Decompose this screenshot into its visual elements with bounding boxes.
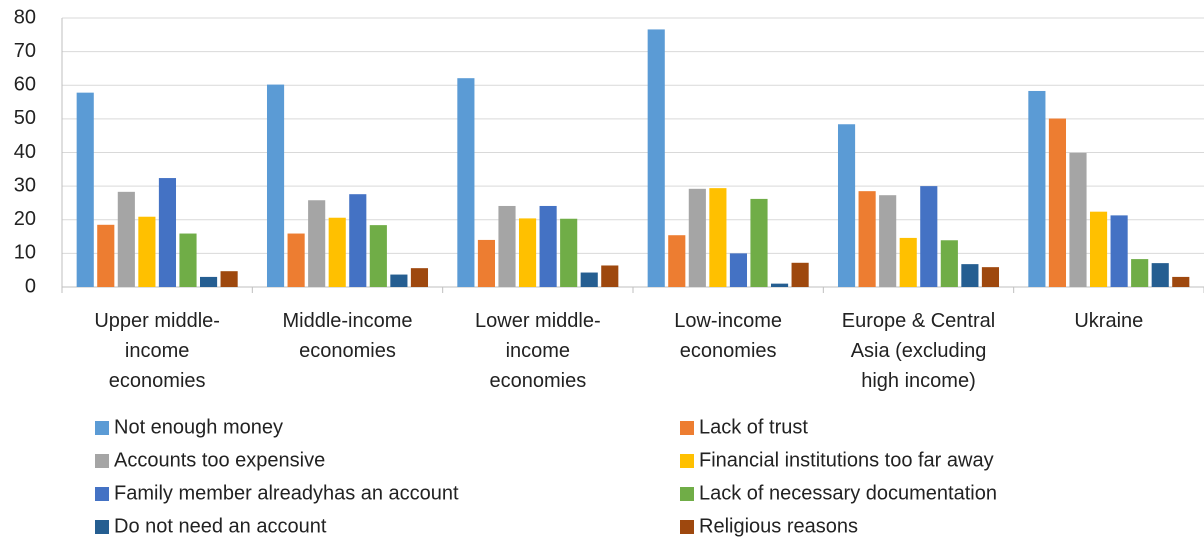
legend-swatch	[95, 454, 109, 468]
bar	[940, 240, 958, 287]
bar	[179, 233, 197, 287]
bar	[498, 205, 516, 287]
bar	[791, 262, 809, 287]
legend-label: Not enough money	[114, 416, 283, 438]
bar	[308, 200, 326, 287]
bar	[138, 216, 156, 287]
bar	[920, 186, 938, 287]
legend-swatch	[95, 421, 109, 435]
bar	[647, 29, 665, 288]
bar	[899, 237, 917, 287]
bar	[457, 78, 475, 287]
legend-label: Do not need an account	[114, 515, 327, 537]
bar	[369, 225, 387, 287]
bar	[1069, 152, 1087, 287]
bar	[539, 205, 557, 287]
y-tick-label: 80	[14, 6, 36, 28]
bar	[981, 267, 1000, 287]
legend-swatch	[95, 487, 109, 501]
legend-label: Religious reasons	[699, 515, 858, 537]
bar	[1131, 259, 1149, 287]
bar	[220, 271, 238, 287]
bar	[477, 239, 496, 287]
bar	[1089, 211, 1108, 287]
y-tick-label: 40	[14, 141, 36, 163]
bar	[76, 92, 94, 288]
bar	[97, 224, 115, 287]
bar	[328, 217, 346, 287]
y-tick-label: 60	[14, 74, 36, 96]
bar	[518, 218, 537, 287]
legend-label: Family member alreadyhas an account	[114, 482, 459, 504]
bar	[158, 178, 177, 287]
bar	[668, 235, 686, 287]
bar	[560, 218, 578, 287]
bar	[1048, 118, 1067, 287]
bar	[390, 274, 408, 287]
y-tick-label: 30	[14, 174, 36, 196]
legend-swatch	[680, 520, 694, 534]
bar	[750, 198, 768, 287]
bar	[837, 124, 856, 287]
bar	[1172, 276, 1190, 287]
bar	[1151, 263, 1169, 287]
legend-label: Accounts too expensive	[114, 449, 325, 471]
bar	[858, 191, 876, 287]
x-tick-label: Low-income economies	[674, 310, 783, 362]
bar	[729, 253, 748, 287]
bar	[1028, 90, 1046, 287]
y-tick-label: 20	[14, 208, 36, 230]
bar	[1110, 215, 1128, 287]
bar	[410, 268, 429, 287]
y-tick-label: 10	[14, 242, 36, 264]
legend-swatch	[680, 487, 694, 501]
legend-swatch	[680, 454, 694, 468]
bar	[266, 84, 285, 287]
legend-label: Lack of necessary documentation	[699, 482, 997, 504]
bar	[117, 191, 135, 287]
bar	[601, 265, 619, 287]
bar	[961, 264, 979, 287]
x-tick-label: Middle-income economies	[282, 310, 413, 362]
legend-label: Financial institutions too far away	[699, 449, 994, 471]
bar	[770, 283, 789, 287]
x-tick-label: Europe & Central Asia (excluding high in…	[841, 310, 996, 392]
bar	[879, 195, 897, 287]
bar	[349, 194, 367, 287]
x-tick-label: Ukraine	[1074, 310, 1144, 332]
bar	[287, 233, 305, 287]
legend-swatch	[680, 421, 694, 435]
y-tick-label: 50	[14, 107, 36, 129]
y-tick-label: 0	[25, 275, 36, 297]
x-tick-label: Lower middle-income economies	[475, 310, 601, 392]
legend-label: Lack of trust	[699, 416, 808, 438]
x-tick-label: Upper middle-income economies	[94, 310, 220, 392]
bar	[709, 188, 727, 287]
y-tick-label: 70	[14, 40, 36, 62]
legend-swatch	[95, 520, 109, 534]
bar	[580, 272, 598, 287]
bar	[199, 276, 218, 287]
bar	[688, 188, 706, 287]
